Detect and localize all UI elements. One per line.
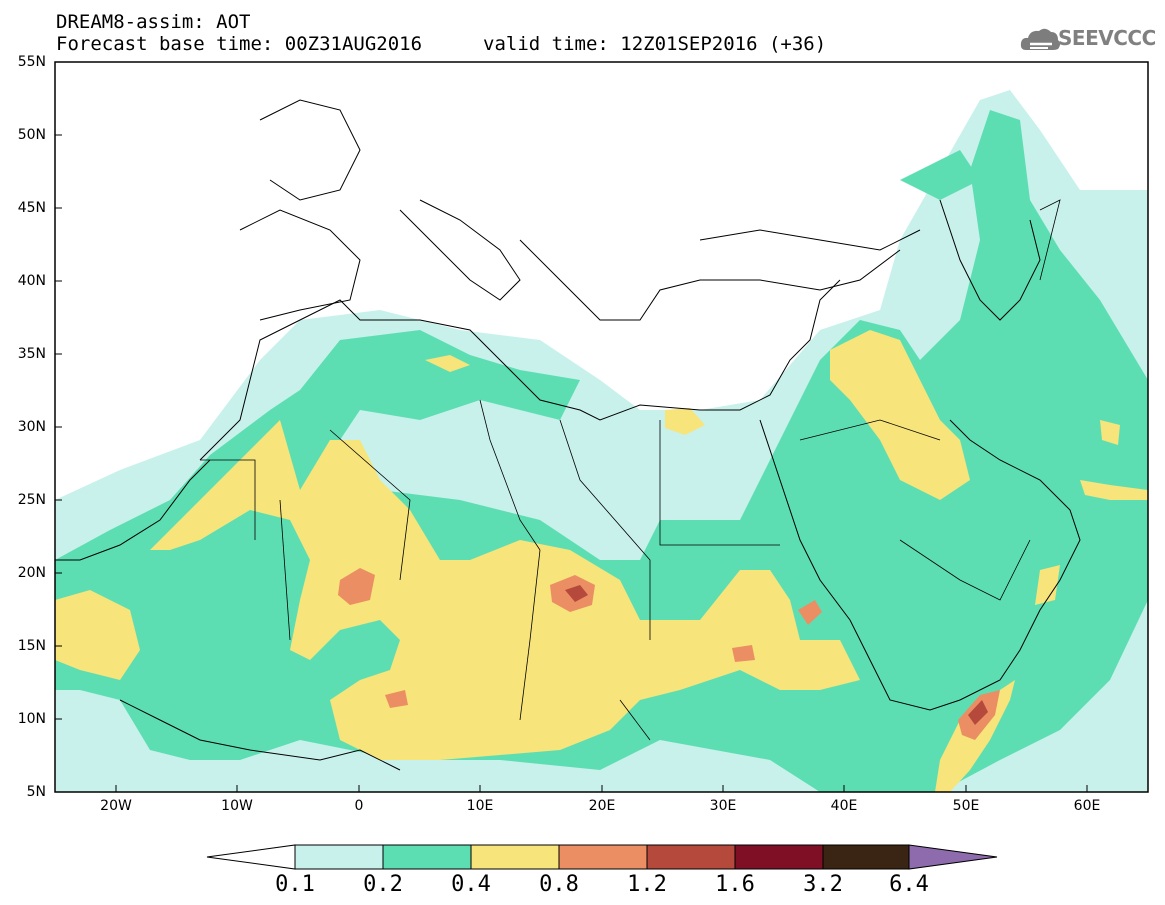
forecast-base-time: Forecast base time: 00Z31AUG2016 — [56, 33, 423, 55]
lon-label: 20E — [588, 798, 616, 814]
lon-label: 10W — [221, 798, 253, 814]
lon-label: 50E — [952, 798, 980, 814]
lon-label: 0 — [354, 798, 364, 814]
lon-label: 60E — [1073, 798, 1101, 814]
colorbar-bin — [646, 844, 736, 870]
lon-label: 30E — [709, 798, 737, 814]
colorbar-label: 1.6 — [715, 872, 755, 897]
colorbar-bin — [822, 844, 910, 870]
lat-label: 40N — [17, 273, 46, 289]
colorbar-label: 3.2 — [803, 872, 843, 897]
lat-label: 20N — [17, 565, 46, 581]
colorbar-bin — [734, 844, 824, 870]
colorbar-label: 1.2 — [627, 872, 667, 897]
lon-label: 20W — [100, 798, 132, 814]
lat-label: 15N — [17, 638, 46, 654]
lon-label: 10E — [466, 798, 494, 814]
axis-ticks — [55, 61, 1088, 792]
colorbar-label: 0.1 — [275, 872, 315, 897]
colorbar — [206, 844, 998, 870]
lat-label: 45N — [17, 200, 46, 216]
lat-label: 30N — [17, 419, 46, 435]
colorbar-bin — [294, 844, 384, 870]
colorbar-label: 6.4 — [889, 872, 929, 897]
lat-label: 10N — [17, 711, 46, 727]
colorbar-bin — [558, 844, 648, 870]
lat-label: 50N — [17, 127, 46, 143]
colorbar-high-arrow — [908, 844, 998, 870]
lon-label: 40E — [830, 798, 858, 814]
lat-label: 35N — [17, 346, 46, 362]
cloud-icon — [1020, 28, 1060, 50]
colorbar-label: 0.4 — [451, 872, 491, 897]
coastlines — [55, 99, 1081, 771]
lat-label: 55N — [17, 54, 46, 70]
chart-title: DREAM8-assim: AOT — [56, 11, 251, 33]
colorbar-label: 0.8 — [539, 872, 579, 897]
lat-label: 25N — [17, 492, 46, 508]
borders — [200, 199, 1061, 741]
lat-label: 5N — [26, 784, 46, 800]
colorbar-low-arrow — [206, 844, 296, 870]
colorbar-bin — [382, 844, 472, 870]
aot-level-1.2 — [565, 585, 988, 725]
colorbar-bin — [470, 844, 560, 870]
colorbar-label: 0.2 — [363, 872, 403, 897]
logo-text: SEEVCCC — [1058, 26, 1156, 50]
valid-time: valid time: 12Z01SEP2016 (+36) — [483, 33, 827, 55]
